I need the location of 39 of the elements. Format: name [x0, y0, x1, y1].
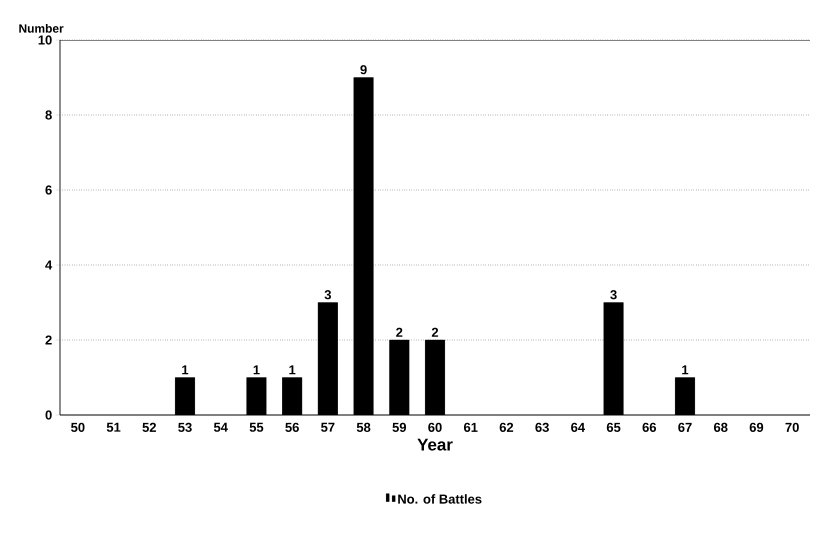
x-tick-label: 70 — [786, 422, 799, 432]
x-tick-label: 55 — [250, 422, 264, 432]
y-tick-label: 8 — [45, 110, 52, 120]
y-tick-label: 0 — [46, 410, 52, 420]
legend-label: No. of Battles — [398, 494, 482, 504]
y-tick-label: 6 — [45, 185, 52, 195]
x-tick-label: 66 — [642, 422, 656, 432]
x-tick-label: 58 — [356, 422, 370, 432]
x-tick-label: 50 — [71, 422, 85, 432]
y-tick-label: 10 — [38, 35, 52, 45]
data-label: 1 — [289, 365, 296, 374]
x-tick-label: 63 — [535, 422, 549, 432]
x-tick-label: 68 — [714, 422, 728, 432]
y-axis-title: Number — [19, 24, 64, 33]
data-label: 2 — [396, 328, 402, 337]
data-label: 3 — [324, 290, 331, 300]
x-tick-label: 51 — [106, 422, 120, 432]
x-tick-label: 69 — [750, 422, 764, 432]
x-tick-label: 67 — [678, 422, 692, 432]
data-label: 9 — [360, 65, 367, 74]
data-label: 1 — [682, 365, 688, 374]
data-label: 3 — [610, 290, 617, 300]
y-tick-label: 2 — [45, 335, 52, 345]
x-axis-title: Year — [417, 438, 453, 451]
x-tick-label: 57 — [321, 422, 334, 432]
x-tick-label: 53 — [178, 422, 192, 432]
data-label: 1 — [182, 365, 188, 374]
data-label: 2 — [432, 328, 438, 337]
x-tick-label: 65 — [606, 422, 620, 432]
x-tick-label: 60 — [428, 422, 442, 432]
x-tick-label: 62 — [500, 422, 514, 432]
x-tick-label: 59 — [392, 422, 406, 432]
x-tick-label: 61 — [464, 422, 478, 432]
x-tick-label: 52 — [142, 422, 156, 432]
y-tick-label: 4 — [45, 260, 52, 270]
x-tick-label: 64 — [571, 422, 585, 432]
data-label: 1 — [254, 365, 260, 374]
x-tick-label: 56 — [285, 422, 299, 432]
x-tick-label: 54 — [214, 422, 228, 432]
